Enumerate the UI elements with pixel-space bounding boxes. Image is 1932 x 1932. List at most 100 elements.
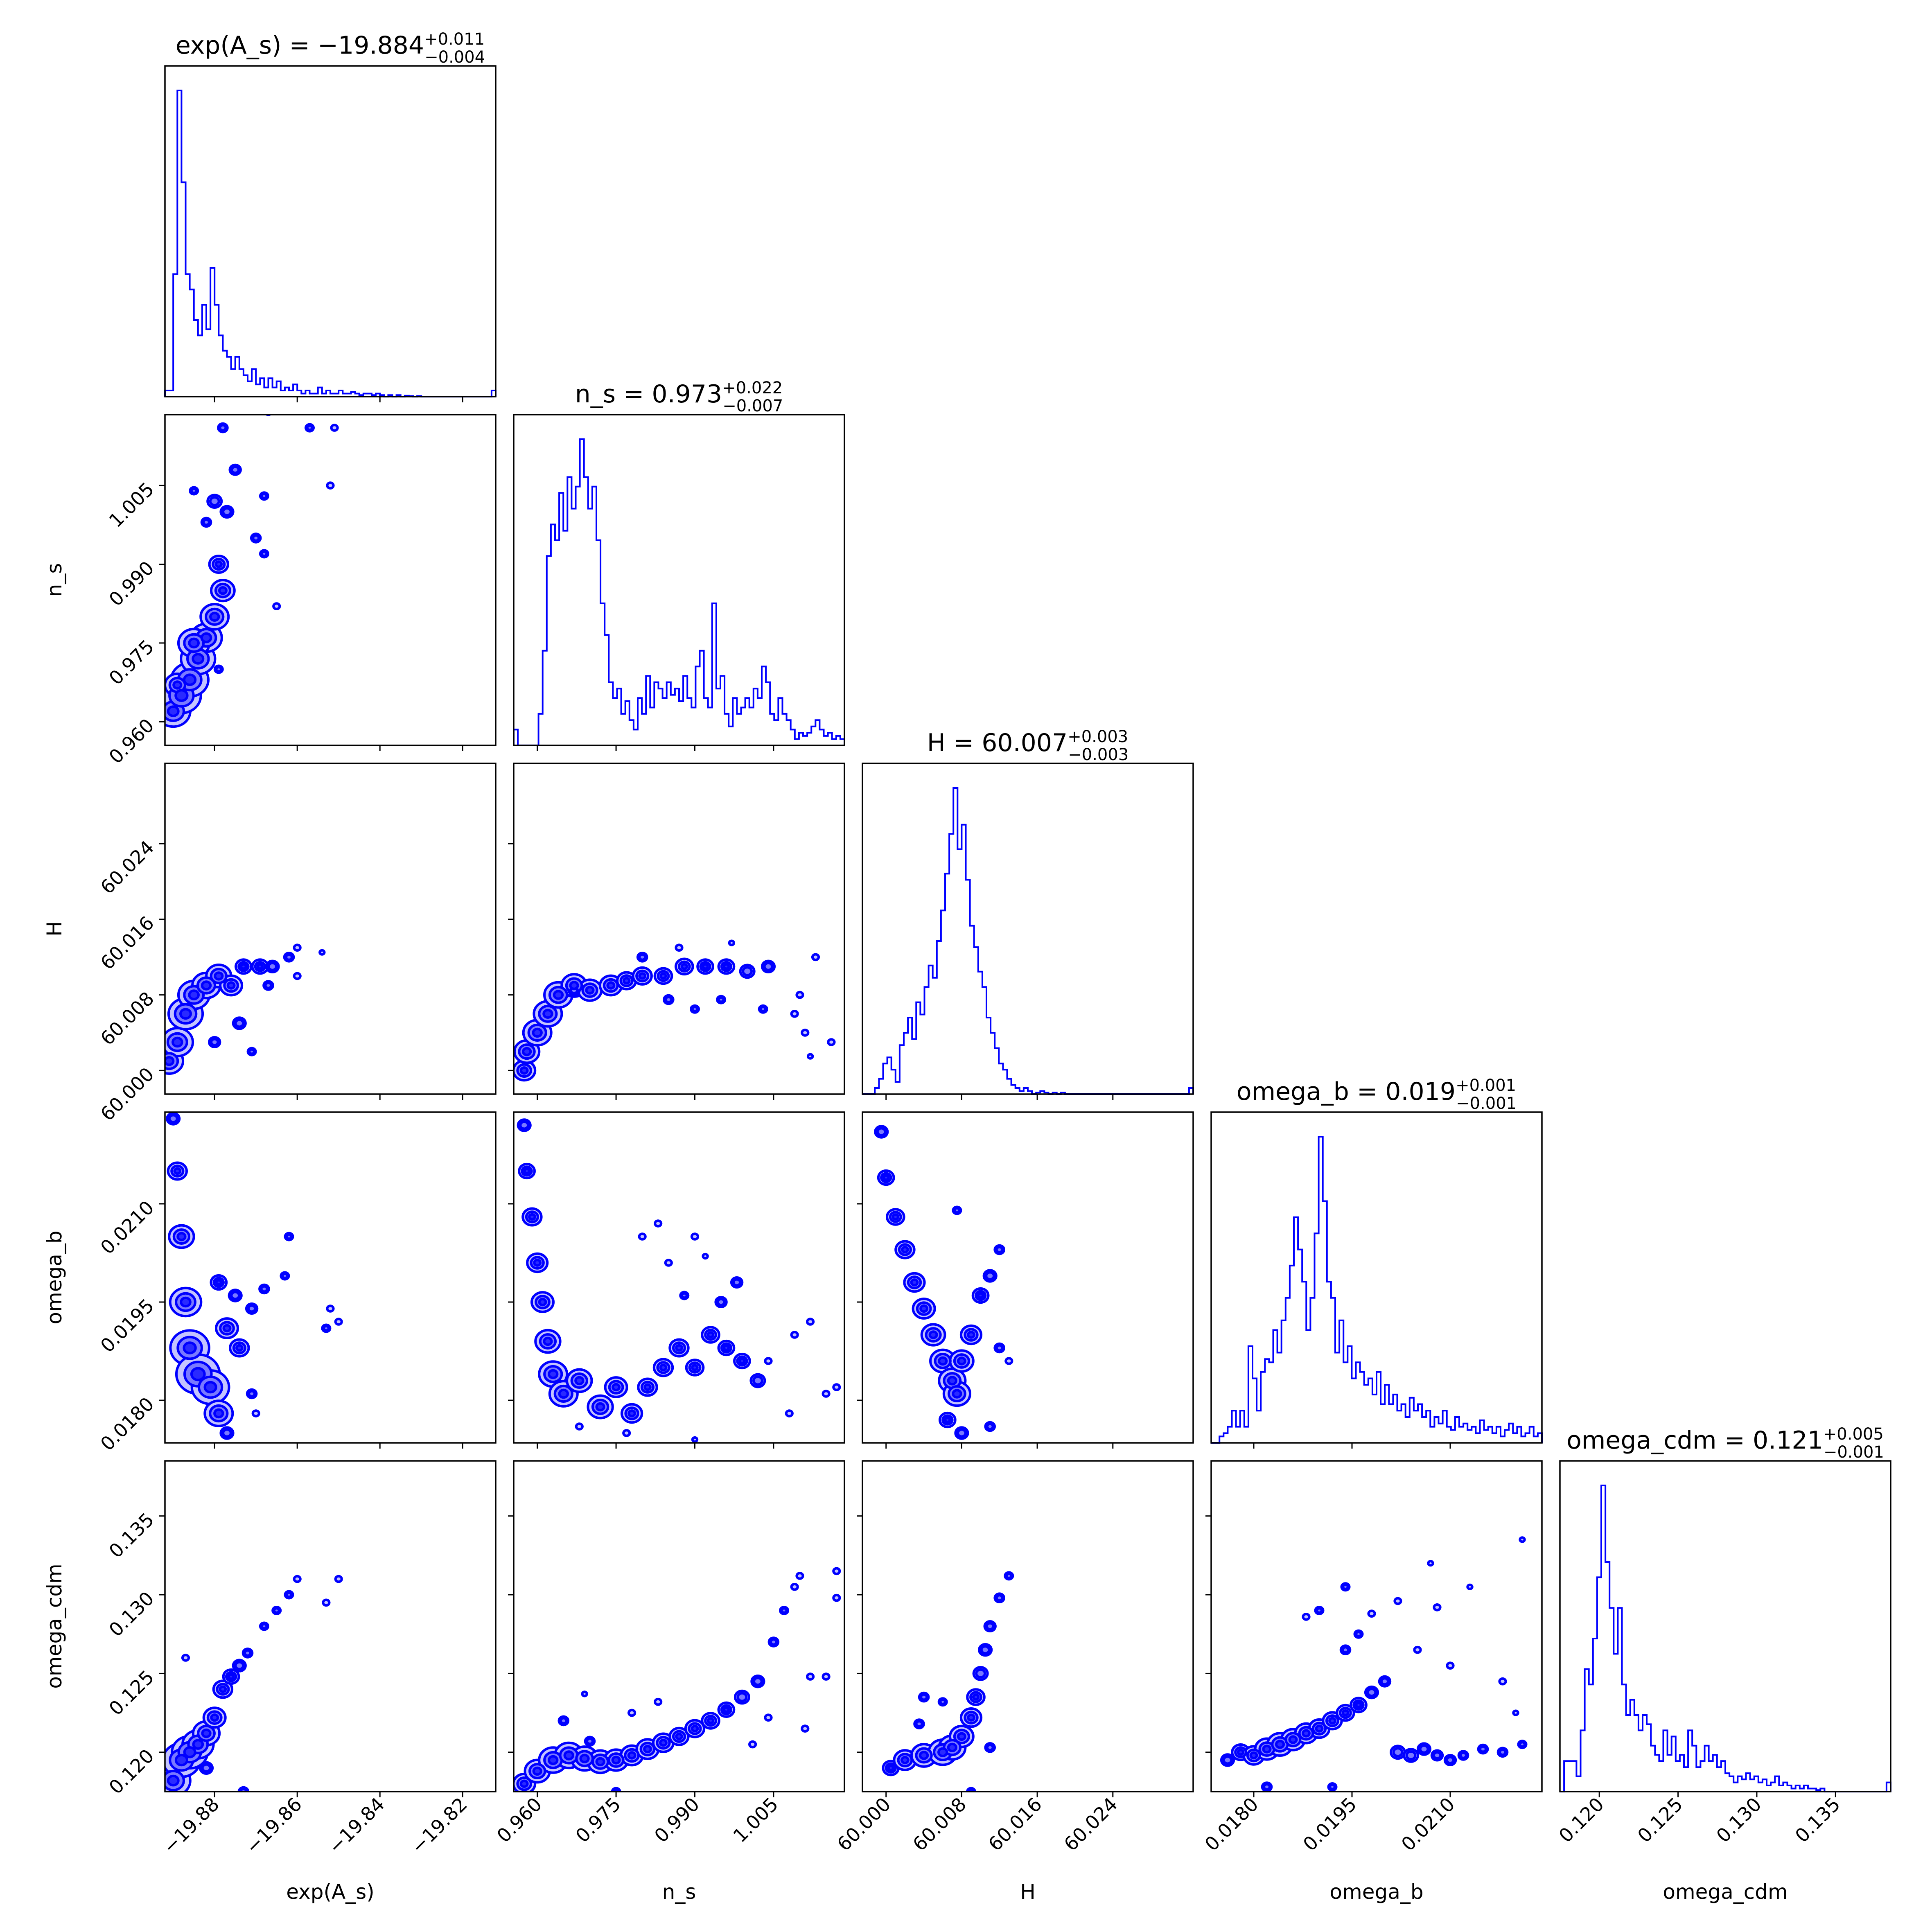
density-contour — [832, 1593, 841, 1602]
histogram-n_s — [513, 438, 845, 746]
density-contour — [559, 1717, 568, 1725]
panel-omega_cdm-vs-H — [862, 1460, 1194, 1792]
density-contour — [209, 612, 220, 622]
y-tick-label: 1.005 — [104, 478, 158, 532]
density-contour — [717, 996, 725, 1003]
hist-panel-omega_b: omega_b = 0.019+0.001 −0.001 — [1210, 1076, 1543, 1444]
density-contour — [553, 990, 564, 1000]
density-contour — [947, 1376, 957, 1386]
x-tick-label: 0.130 — [1712, 1793, 1765, 1847]
density-contour — [247, 1304, 257, 1313]
density-contour — [986, 1743, 994, 1751]
panel-omega_b-vs-exp(A_s) — [164, 1111, 497, 1444]
density-contour — [1427, 1560, 1434, 1567]
axes-frame — [164, 763, 497, 1095]
axes-frame — [1210, 1111, 1543, 1444]
x-tick-label: 0.125 — [1633, 1793, 1687, 1847]
x-tick-label: 1.005 — [729, 1793, 782, 1847]
density-contour — [226, 981, 236, 990]
density-contour — [1249, 1751, 1258, 1760]
density-contour — [1302, 1729, 1311, 1738]
density-contour — [876, 1127, 887, 1137]
density-contour — [675, 1344, 683, 1352]
density-contour — [659, 1363, 668, 1372]
density-contour — [627, 1409, 636, 1417]
x-tick-label: 0.990 — [650, 1793, 704, 1847]
density-contour — [1263, 1783, 1271, 1791]
density-contour — [326, 1305, 335, 1313]
panel-omega_cdm-vs-omega_b — [1210, 1460, 1543, 1792]
density-contour — [533, 1259, 542, 1267]
density-contour — [203, 1381, 217, 1394]
density-contour — [251, 1409, 260, 1417]
density-contour — [664, 995, 673, 1004]
panel-omega_cdm-vs-exp(A_s) — [164, 1460, 497, 1792]
panel-omega_b-vs-n_s — [513, 1111, 845, 1444]
density-contour — [522, 1047, 532, 1056]
density-contour — [214, 971, 224, 981]
density-contour — [574, 1376, 585, 1386]
axes-frame — [862, 763, 1194, 1095]
density-contour — [244, 1649, 252, 1657]
density-contour — [882, 1174, 890, 1181]
density-contour — [1413, 1645, 1422, 1654]
y-tick-label: 0.990 — [104, 557, 158, 610]
density-contour — [638, 1232, 647, 1241]
density-contour — [806, 1053, 814, 1060]
density-contour — [1498, 1677, 1507, 1686]
density-contour — [728, 939, 736, 946]
density-contour — [702, 1253, 709, 1260]
density-contour — [542, 1009, 553, 1019]
density-contour — [260, 492, 268, 500]
density-contour — [569, 981, 579, 990]
histogram-omega_b — [1211, 1136, 1543, 1444]
density-contour — [192, 1739, 204, 1750]
y-tick-label: 0.130 — [104, 1587, 158, 1641]
axes-frame — [513, 1460, 845, 1792]
density-contour — [281, 1272, 289, 1280]
x-tick-label: 0.975 — [571, 1793, 625, 1847]
density-contour — [519, 1120, 530, 1130]
x-tick-label: 60.008 — [908, 1793, 971, 1855]
density-contour — [785, 1409, 794, 1417]
title-H: H = 60.007+0.003 −0.003 — [927, 727, 1129, 764]
density-contour — [1445, 1756, 1455, 1765]
density-contour — [690, 1232, 700, 1241]
axes-frame — [513, 414, 845, 746]
panel-H-vs-n_s — [513, 763, 845, 1095]
y-axis-label-omega_b: omega_b — [43, 1230, 66, 1324]
density-contour — [192, 653, 205, 665]
density-contour — [334, 1318, 343, 1326]
density-contour — [806, 1672, 815, 1681]
density-contour — [285, 1591, 293, 1598]
density-contour — [585, 986, 595, 995]
density-contour — [622, 977, 631, 985]
density-contour — [285, 1233, 293, 1240]
axes-frame — [862, 1111, 1194, 1444]
density-contour — [519, 1779, 529, 1788]
density-contour — [575, 1422, 584, 1431]
density-contour — [168, 1114, 178, 1124]
density-contour — [1328, 1717, 1336, 1725]
y-tick-label: 60.000 — [96, 1063, 158, 1125]
density-contour — [643, 1383, 652, 1391]
x-tick-label: −19.82 — [406, 1793, 472, 1858]
density-contour — [722, 1706, 730, 1713]
density-contour — [706, 1717, 715, 1724]
x-tick-label: 0.0180 — [1201, 1793, 1263, 1855]
density-contour — [627, 1751, 636, 1760]
density-contour — [716, 1298, 726, 1307]
density-contour — [1499, 1748, 1507, 1756]
density-contour — [173, 1167, 182, 1175]
density-contour — [318, 949, 326, 956]
density-contour — [790, 1010, 799, 1018]
density-contour — [832, 1567, 841, 1575]
density-contour — [519, 1066, 529, 1075]
density-contour — [795, 1572, 804, 1580]
panel-H-vs-exp(A_s) — [164, 763, 497, 1095]
density-contour — [675, 1733, 683, 1740]
density-contour — [272, 602, 281, 610]
y-tick-label: 0.0195 — [96, 1295, 158, 1357]
density-contour — [801, 1029, 810, 1037]
density-contour — [1005, 1572, 1013, 1580]
